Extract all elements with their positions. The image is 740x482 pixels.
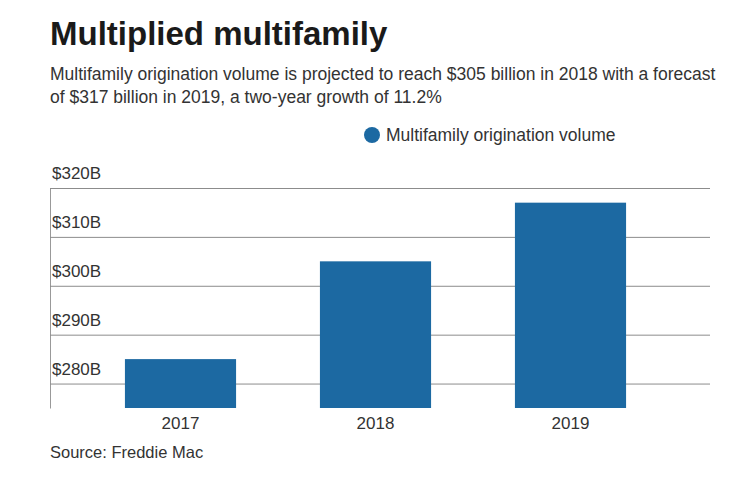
x-tick-label: 2017 — [162, 414, 200, 433]
bar — [320, 261, 431, 408]
source: Source: Freddie Mac — [50, 443, 203, 461]
x-tick-label: 2018 — [357, 414, 395, 433]
y-tick-label: $310B — [52, 213, 101, 232]
legend: Multifamily origination volume — [364, 125, 616, 145]
legend-marker — [364, 127, 380, 143]
bar — [125, 359, 236, 408]
x-tick: 2017 — [162, 414, 200, 433]
chart-container: $280B $290B $300B $310B $320B 2017 2018 2019 Mul… — [0, 0, 740, 482]
grid-line — [50, 188, 710, 189]
y-tick-label: $280B — [52, 360, 101, 379]
y-tick: $320B — [50, 164, 710, 188]
y-tick-label: $320B — [52, 164, 101, 183]
y-axis: $280B $290B $300B $310B $320B — [50, 164, 710, 408]
x-tick: 2018 — [357, 414, 395, 433]
bar — [515, 203, 626, 408]
x-axis: 2017 2018 2019 — [162, 414, 590, 433]
y-tick-label: $290B — [52, 311, 101, 330]
x-tick: 2019 — [552, 414, 590, 433]
title: Multiplied multifamily — [50, 17, 387, 50]
x-tick-label: 2019 — [552, 414, 590, 433]
subtitle: Multifamily origination volume is projec… — [50, 63, 730, 109]
y-tick-label: $300B — [52, 262, 101, 281]
bars — [125, 203, 626, 408]
y-axis-line — [50, 189, 51, 409]
legend-label: Multifamily origination volume — [386, 125, 616, 145]
